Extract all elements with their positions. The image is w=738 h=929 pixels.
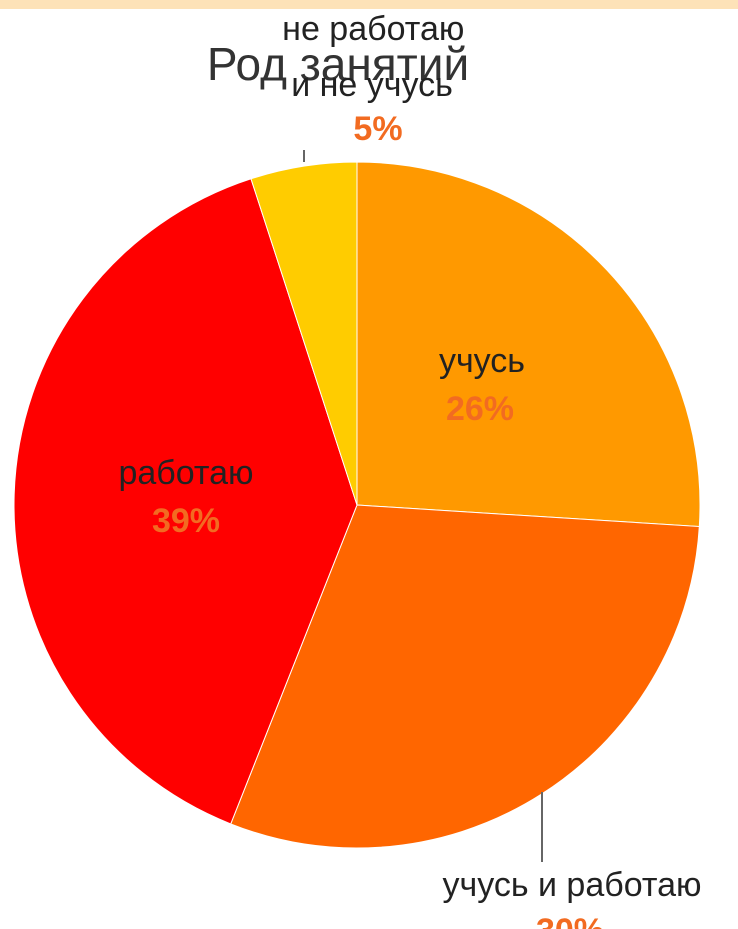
pie-slices — [13, 161, 701, 849]
slice-label-not-working: не работаю и не учусь — [282, 10, 474, 104]
slice-label-working: работаю — [118, 454, 253, 492]
pie-slice-working — [13, 178, 358, 825]
leader-lines — [303, 150, 543, 862]
pie-slice-studying-working — [230, 504, 700, 849]
top-band — [0, 0, 738, 9]
pie-slice-studying — [356, 161, 701, 528]
slice-percent-studying-working: 30% — [536, 912, 604, 929]
slice-label-studying: учусь — [439, 342, 525, 380]
slice-percent-studying: 26% — [446, 390, 514, 428]
slice-label-line-1: не работаю — [282, 10, 464, 48]
slice-label-line-2: и не учусь — [291, 66, 453, 104]
slice-label-studying-working: учусь и работаю — [443, 866, 702, 904]
chart-title: Род занятий — [207, 38, 469, 90]
slice-percent-not-working: 5% — [353, 110, 402, 148]
pie-slice-not-working — [250, 161, 358, 506]
slice-percent-working: 39% — [152, 502, 220, 540]
